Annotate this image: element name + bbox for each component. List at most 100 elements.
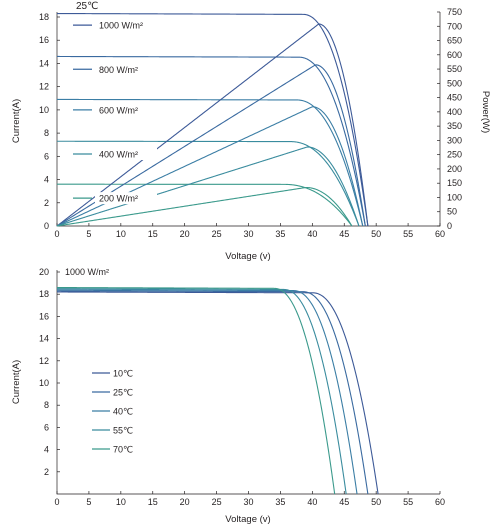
chart1-title: 25℃ xyxy=(76,1,98,12)
chart1-y2-tick-label: 650 xyxy=(447,36,462,46)
chart1-y2-tick-label: 400 xyxy=(447,107,462,117)
chart1-y2-tick-label: 150 xyxy=(447,178,462,188)
chart1-x-tick-label: 50 xyxy=(371,229,381,239)
chart2-ticks: 0 5 10 15 20 25 30 35 40 45 50 55 60 2 4 6 8 10 12 14 16 18 20 xyxy=(39,267,445,507)
temperature-curve-line xyxy=(57,288,347,495)
chart1-x-tick-label: 40 xyxy=(307,229,317,239)
chart2-y-tick-label: 10 xyxy=(39,378,49,388)
chart2-x-tick-label: 55 xyxy=(403,497,413,507)
irradiance-label-background xyxy=(95,192,157,205)
irradiance-label: 400 W/m² xyxy=(99,150,138,160)
legend-label: 40℃ xyxy=(113,407,133,417)
chart1-x-tick-label: 5 xyxy=(86,229,91,239)
chart1-x-tick-label: 10 xyxy=(116,229,126,239)
irradiance-label-background xyxy=(95,148,157,161)
chart1-x-tick-label: 15 xyxy=(148,229,158,239)
chart1-y2-tick-label: 750 xyxy=(447,7,462,17)
chart2-y-tick-label: 18 xyxy=(39,289,49,299)
chart2-y-tick-label: 2 xyxy=(44,467,49,477)
chart1-y2-tick-label: 450 xyxy=(447,93,462,103)
chart1-y2-tick-label: 0 xyxy=(447,221,452,231)
legend-label: 55℃ xyxy=(113,426,133,436)
iv-curve-line xyxy=(57,55,366,227)
iv-pv-irradiance-chart: 25℃ 0 5 10 15 20 25 30 35 40 45 50 55 60024681012141… xyxy=(11,1,491,262)
chart1-y-tick-label: 6 xyxy=(44,151,49,161)
chart2-y-tick-label: 4 xyxy=(44,445,49,455)
pv-curve-line xyxy=(56,23,369,227)
chart2-x-tick-label: 25 xyxy=(212,497,222,507)
chart1-y2-tick-label: 350 xyxy=(447,121,462,131)
chart2-y-tick-label: 12 xyxy=(39,356,49,366)
chart2-y-tick-label: 8 xyxy=(44,400,49,410)
chart2-x-tick-label: 45 xyxy=(339,497,349,507)
chart2-x-tick-label: 30 xyxy=(243,497,253,507)
chart1-ticks: 0 5 10 15 20 25 30 35 40 45 50 55 600246810121416180… xyxy=(39,7,462,239)
chart2-title: 1000 W/m² xyxy=(65,267,109,277)
chart1-y-tick-label: 0 xyxy=(44,221,49,231)
iv-curve-line xyxy=(57,12,369,227)
chart2-x-tick-label: 40 xyxy=(307,497,317,507)
chart2-y-tick-label: 16 xyxy=(39,311,49,321)
temperature-curve-line xyxy=(57,291,379,495)
irradiance-label: 600 W/m² xyxy=(99,105,138,115)
chart1-x-tick-label: 45 xyxy=(339,229,349,239)
chart1-x-tick-label: 35 xyxy=(275,229,285,239)
chart1-y-tick-label: 14 xyxy=(39,58,49,68)
chart2-x-axis-label: Voltage (v) xyxy=(225,514,270,525)
chart2-y-tick-label: 6 xyxy=(44,422,49,432)
chart1-x-tick-label: 0 xyxy=(54,229,59,239)
chart2-x-tick-label: 60 xyxy=(435,497,445,507)
pv-curve-line xyxy=(56,146,360,227)
chart1-y2-tick-label: 200 xyxy=(447,164,462,174)
chart1-x-axis-label: Voltage (v) xyxy=(225,251,270,262)
irradiance-label: 1000 W/m² xyxy=(99,21,143,31)
chart2-y-tick-label: 20 xyxy=(39,267,49,277)
irradiance-label: 200 W/m² xyxy=(99,194,138,204)
chart1-x-tick-label: 20 xyxy=(180,229,190,239)
chart1-y2-axis-label: Power(W) xyxy=(480,91,491,133)
chart2-legend: 10℃ 25℃ 40℃ 55℃ 70℃ xyxy=(92,369,133,455)
chart1-x-tick-label: 55 xyxy=(403,229,413,239)
chart1-x-tick-label: 25 xyxy=(212,229,222,239)
iv-curve-line xyxy=(57,98,364,227)
chart1-x-tick-label: 60 xyxy=(435,229,445,239)
chart1-irradiance-labels: 1000 W/m² 800 W/m² 600 W/m² 400 W/m² 200 W/m… xyxy=(73,19,157,205)
legend-label: 70℃ xyxy=(113,445,133,455)
chart1-iv-curves xyxy=(57,12,369,227)
chart1-y2-tick-label: 700 xyxy=(447,21,462,31)
chart2-x-tick-label: 20 xyxy=(180,497,190,507)
temperature-curve-line xyxy=(57,290,369,495)
pv-curve-line xyxy=(56,186,353,227)
temperature-curve-line xyxy=(57,286,336,495)
chart1-y2-tick-label: 250 xyxy=(447,150,462,160)
chart2-x-tick-label: 0 xyxy=(54,497,59,507)
chart2-x-tick-label: 35 xyxy=(275,497,285,507)
chart2-x-tick-label: 50 xyxy=(371,497,381,507)
chart1-y2-tick-label: 50 xyxy=(447,207,457,217)
chart1-y-tick-label: 2 xyxy=(44,198,49,208)
chart2-y-tick-label: 14 xyxy=(39,334,49,344)
chart1-y2-tick-label: 100 xyxy=(447,192,462,202)
legend-label: 10℃ xyxy=(113,369,133,379)
irradiance-label-background xyxy=(95,19,157,32)
chart1-y-tick-label: 10 xyxy=(39,105,49,115)
chart1-y2-tick-label: 550 xyxy=(447,64,462,74)
chart2-axes xyxy=(56,270,440,495)
chart1-y2-tick-label: 600 xyxy=(447,50,462,60)
chart1-y-tick-label: 12 xyxy=(39,82,49,92)
chart2-x-tick-label: 5 xyxy=(86,497,91,507)
iv-temperature-chart: 1000 W/m² 0 5 10 15 20 25 30 35 40 45 50 55 60 2 4 6 8 10… xyxy=(11,267,445,525)
chart1-y-tick-label: 8 xyxy=(44,128,49,138)
chart1-x-tick-label: 30 xyxy=(243,229,253,239)
chart1-y-tick-label: 4 xyxy=(44,175,49,185)
legend-label: 25℃ xyxy=(113,388,133,398)
pv-curve-line xyxy=(56,106,364,227)
chart2-x-tick-label: 10 xyxy=(116,497,126,507)
irradiance-label: 800 W/m² xyxy=(99,65,138,75)
chart1-y2-tick-label: 300 xyxy=(447,135,462,145)
chart1-y-axis-label: Current(A) xyxy=(11,99,22,143)
chart2-x-tick-label: 15 xyxy=(148,497,158,507)
chart1-y2-tick-label: 500 xyxy=(447,78,462,88)
irradiance-label-background xyxy=(95,63,157,76)
